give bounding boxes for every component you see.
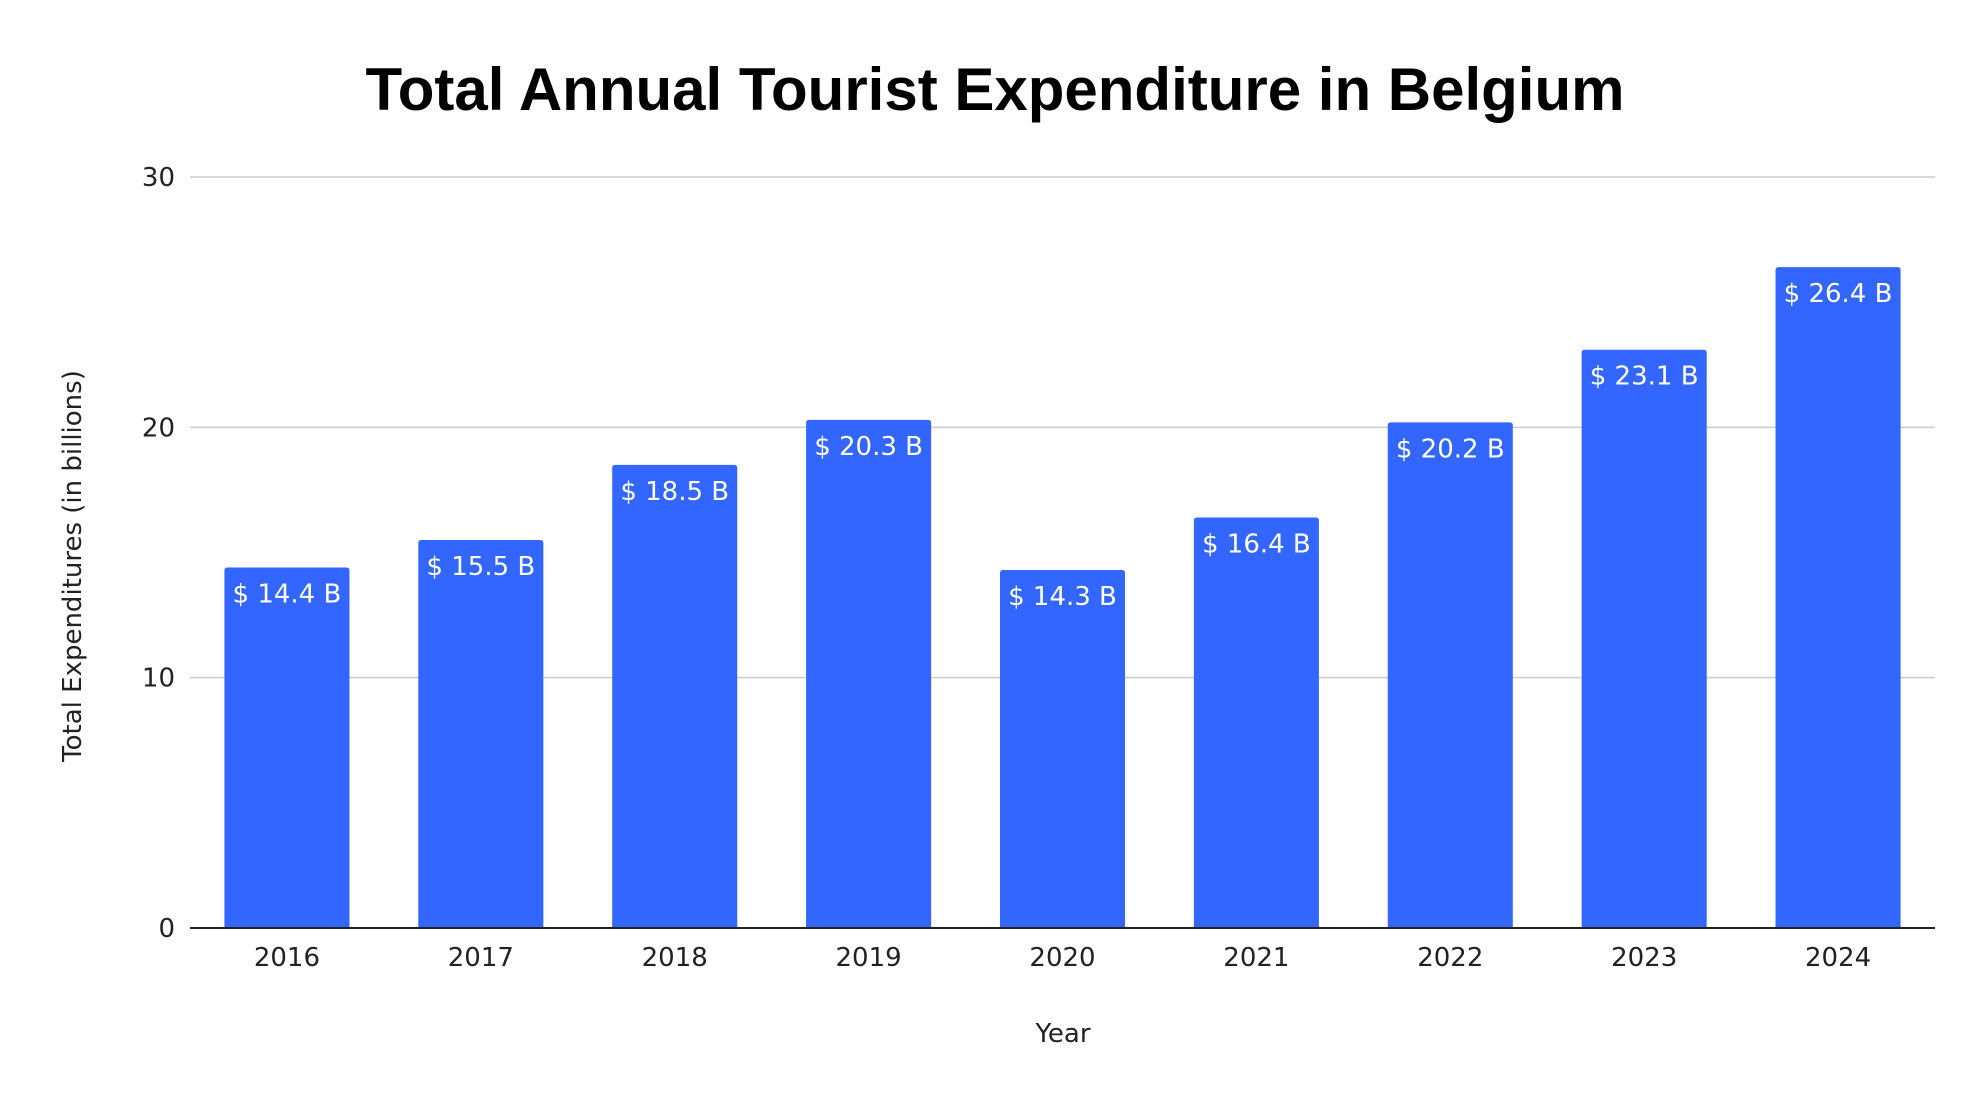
x-tick-label-2016: 2016 [254, 943, 320, 973]
y-axis-label: Total Expenditures (in billions) [58, 370, 88, 763]
data-label-2018: $ 18.5 B [620, 477, 729, 507]
data-labels: $ 14.4 B $ 15.5 B $ 18.5 B $ 20.3 B $ 14.3 B… [233, 279, 1893, 612]
y-tick-labels: 0 10 20 30 [142, 163, 175, 944]
y-tick-label: 20 [142, 413, 175, 443]
y-tick-label: 30 [142, 163, 175, 193]
x-tick-label-2022: 2022 [1417, 943, 1483, 973]
bar-2016 [224, 567, 350, 928]
data-label-2021: $ 16.4 B [1202, 529, 1311, 559]
bar-2019 [806, 419, 932, 928]
data-label-2022: $ 20.2 B [1396, 434, 1505, 464]
bar-2022 [1387, 422, 1513, 928]
chart-title: Total Annual Tourist Expenditure in Belg… [366, 56, 1625, 123]
x-tick-label-2019: 2019 [836, 943, 902, 973]
x-axis-label: Year [1034, 1019, 1090, 1049]
data-label-2024: $ 26.4 B [1784, 279, 1893, 309]
y-tick-label: 0 [158, 914, 175, 944]
x-tick-label-2017: 2017 [448, 943, 514, 973]
data-label-2019: $ 20.3 B [814, 432, 923, 462]
x-tick-label-2020: 2020 [1029, 943, 1095, 973]
bar-2024 [1775, 267, 1901, 928]
data-label-2016: $ 14.4 B [233, 580, 342, 610]
data-label-2023: $ 23.1 B [1590, 362, 1699, 392]
data-label-2017: $ 15.5 B [426, 552, 535, 582]
bar-2023 [1581, 349, 1707, 929]
bar-2020 [999, 570, 1126, 928]
bar-2018 [612, 464, 738, 928]
y-tick-label: 10 [142, 664, 175, 694]
x-tick-label-2018: 2018 [642, 943, 708, 973]
bar-2021 [1193, 517, 1319, 928]
x-tick-labels: 2016 2017 2018 2019 2020 2021 2022 2023 2024 [254, 943, 1871, 973]
bars [224, 267, 1901, 929]
x-tick-label-2023: 2023 [1611, 943, 1677, 973]
x-tick-label-2021: 2021 [1223, 943, 1289, 973]
data-label-2020: $ 14.3 B [1008, 582, 1117, 612]
x-tick-label-2024: 2024 [1805, 943, 1871, 973]
bar-2017 [418, 539, 544, 928]
